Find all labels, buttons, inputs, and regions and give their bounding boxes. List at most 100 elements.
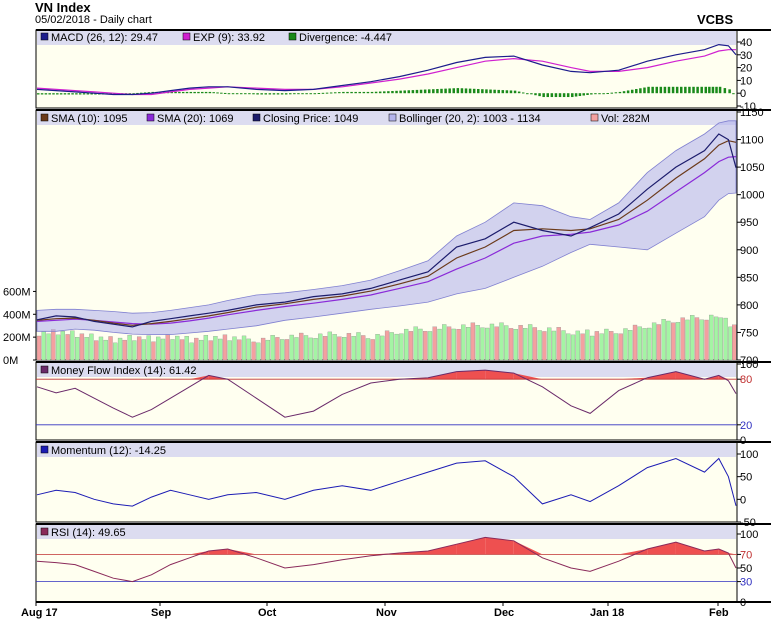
macd-legend-label: EXP (9): 33.92 (193, 32, 265, 44)
divergence-bar (378, 91, 382, 94)
volume-bar (651, 322, 657, 361)
divergence-bar (407, 90, 411, 94)
volume-bar (46, 333, 51, 361)
divergence-bar (44, 93, 48, 95)
macd-axis-tick-label: 30 (740, 50, 752, 62)
divergence-bar (622, 91, 626, 94)
divergence-bar (590, 93, 593, 95)
divergence-bar (333, 92, 337, 94)
rsi-overbought-fill (227, 548, 257, 555)
volume-bar (523, 328, 528, 361)
divergence-bar (329, 92, 333, 94)
volume-bar (356, 332, 361, 361)
macd-axis-tick-label: 20 (740, 63, 752, 75)
volume-bar (160, 338, 166, 361)
divergence-bar (220, 92, 223, 94)
volume-bar (694, 317, 700, 361)
divergence-bar (493, 89, 496, 94)
divergence-bar (460, 88, 464, 94)
divergence-bar (732, 93, 735, 95)
divergence-bar (708, 86, 711, 94)
volume-bar (117, 337, 123, 361)
divergence-bar (497, 89, 500, 94)
divergence-bar (346, 91, 349, 94)
volume-bar (718, 317, 723, 361)
volume-bar (218, 338, 223, 361)
price-legend-label: Closing Price: 1049 (263, 113, 358, 125)
volume-bar (485, 327, 490, 361)
divergence-bar (432, 89, 435, 94)
divergence-bar (309, 93, 312, 95)
volume-bar (389, 332, 394, 361)
divergence-bar (501, 90, 505, 94)
volume-bar (442, 324, 447, 361)
divergence-bar (456, 88, 460, 94)
volume-bar (237, 339, 242, 361)
macd-line (36, 43, 737, 96)
volume-bar (337, 336, 342, 361)
price-legend-label: Bollinger (20, 2): 1003 - 1134 (399, 113, 541, 125)
divergence-bar (383, 91, 386, 94)
volume-bar (623, 328, 628, 361)
divergence-bar (602, 93, 605, 95)
rsi-axis-tick-label: 50 (740, 563, 752, 575)
divergence-bar (48, 93, 51, 95)
volume-bar (51, 329, 56, 361)
volume-bar (475, 325, 480, 361)
divergence-bar (387, 91, 390, 94)
volume-bar (690, 315, 695, 361)
volume-axis-label: 600M (3, 286, 31, 298)
divergence-bar (550, 93, 554, 98)
divergence-bar (338, 92, 341, 94)
mfi-axis-tick-label: 80 (740, 374, 752, 386)
volume-bar (346, 333, 352, 361)
volume-bar (380, 335, 385, 361)
divergence-bar (440, 88, 443, 94)
volume-bar (246, 338, 251, 361)
volume-bar (308, 337, 313, 361)
divergence-bar (40, 93, 44, 95)
volume-bar (222, 334, 228, 361)
volume-bar (79, 333, 85, 361)
rsi-overbought-fill (427, 544, 457, 555)
divergence-bar (374, 91, 378, 94)
volume-bar (451, 328, 456, 361)
momentum-axis-tick-label: 0 (740, 494, 746, 506)
divergence-bar (526, 93, 529, 95)
divergence-bar (260, 93, 263, 95)
divergence-bar (358, 91, 362, 94)
chart-subtitle: 05/02/2018 - Daily chart (35, 14, 152, 26)
divergence-bar (419, 89, 423, 94)
volume-bar (399, 333, 404, 361)
divergence-bar (132, 93, 135, 95)
volume-bar (685, 319, 690, 361)
volume-bar (127, 335, 132, 361)
divergence-bar (571, 93, 574, 98)
volume-bar (542, 331, 547, 361)
divergence-bar (509, 90, 513, 94)
volume-bar (365, 338, 371, 361)
divergence-bar (370, 91, 374, 94)
volume-bar (74, 336, 80, 361)
price-legend-swatch (388, 113, 397, 122)
macd-axis-tick-label: 10 (740, 75, 752, 87)
volume-bar (256, 342, 261, 361)
price-axis-tick-label: 1000 (740, 190, 764, 202)
divergence-bar (325, 92, 329, 94)
volume-bar (585, 329, 590, 361)
price-axis-tick-label: 1150 (740, 107, 764, 119)
divergence-bar (86, 93, 90, 95)
momentum-legend-label: Momentum (12): -14.25 (51, 445, 166, 457)
volume-bar (36, 335, 42, 361)
volume-bar (289, 334, 294, 361)
macd-legend-label: Divergence: -4.447 (299, 32, 392, 44)
volume-bar (613, 333, 619, 361)
divergence-bar (711, 86, 715, 94)
divergence-bar (193, 91, 196, 94)
divergence-bar (223, 92, 227, 94)
volume-bar (604, 328, 609, 361)
volume-bar (265, 339, 271, 361)
volume-bar (275, 337, 280, 361)
volume-bar (642, 328, 647, 361)
divergence-bar (391, 91, 394, 94)
